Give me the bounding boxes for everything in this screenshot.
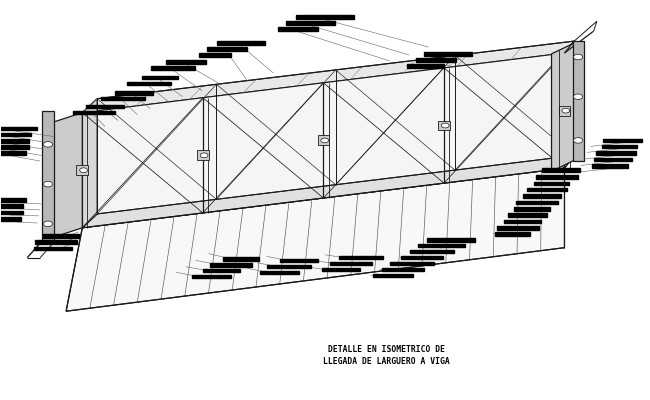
Polygon shape — [83, 41, 574, 113]
Bar — [523, 194, 560, 198]
Bar — [207, 47, 247, 51]
Bar — [516, 200, 558, 204]
Bar — [322, 268, 360, 271]
Bar — [223, 257, 259, 260]
Polygon shape — [552, 43, 574, 171]
Circle shape — [44, 142, 53, 147]
Bar — [73, 111, 115, 114]
Bar — [401, 256, 443, 259]
Bar — [410, 250, 454, 254]
Bar — [603, 139, 642, 142]
Circle shape — [44, 221, 53, 227]
Bar — [0, 127, 37, 130]
Bar — [438, 120, 450, 130]
Bar — [495, 232, 530, 236]
Bar — [199, 53, 231, 57]
Bar — [287, 21, 335, 25]
Polygon shape — [42, 111, 55, 242]
Circle shape — [573, 54, 582, 60]
Bar — [406, 64, 444, 68]
Bar — [508, 213, 547, 217]
Circle shape — [80, 168, 88, 172]
Bar — [260, 270, 299, 274]
Bar — [416, 58, 456, 62]
Bar — [34, 247, 72, 250]
Polygon shape — [564, 41, 574, 168]
Bar — [596, 151, 636, 155]
Circle shape — [200, 153, 208, 158]
Polygon shape — [83, 53, 564, 228]
Bar — [280, 258, 318, 262]
Bar — [101, 97, 145, 100]
Bar — [197, 150, 209, 160]
Bar — [115, 91, 153, 94]
Circle shape — [562, 108, 569, 113]
Bar — [216, 41, 265, 45]
Bar — [382, 268, 424, 271]
Bar — [318, 136, 329, 145]
Polygon shape — [83, 99, 98, 228]
Bar — [0, 151, 26, 155]
Bar — [0, 198, 26, 202]
Bar — [534, 182, 569, 185]
Bar — [418, 244, 465, 248]
Bar — [296, 15, 354, 20]
Bar — [86, 105, 124, 108]
Bar — [543, 168, 580, 172]
Bar — [166, 60, 206, 64]
Bar — [514, 207, 550, 210]
Bar — [267, 264, 311, 268]
Bar — [424, 52, 473, 56]
Bar — [330, 262, 372, 265]
Text: DETALLE EN ISOMETRICO DE
LLEGADA DE LARGUERO A VIGA: DETALLE EN ISOMETRICO DE LLEGADA DE LARG… — [323, 345, 450, 366]
Bar — [373, 274, 413, 277]
Bar — [127, 82, 171, 86]
Bar — [592, 164, 628, 168]
Circle shape — [44, 181, 53, 187]
Bar — [602, 144, 637, 148]
Bar — [427, 238, 476, 242]
Bar — [142, 76, 177, 80]
Bar — [192, 275, 231, 278]
Bar — [0, 133, 31, 136]
Bar — [0, 140, 29, 143]
Circle shape — [573, 138, 582, 143]
Bar — [391, 262, 434, 265]
Bar — [151, 66, 195, 70]
Bar — [594, 158, 632, 161]
Circle shape — [573, 94, 582, 100]
Bar — [497, 226, 539, 230]
Bar — [77, 165, 88, 175]
Polygon shape — [66, 168, 564, 311]
Bar — [504, 220, 541, 223]
Bar — [527, 188, 567, 192]
Bar — [278, 28, 318, 31]
Bar — [536, 175, 578, 179]
Polygon shape — [573, 41, 584, 161]
Polygon shape — [44, 113, 83, 240]
Bar — [0, 211, 23, 214]
Bar — [0, 145, 29, 149]
Circle shape — [321, 138, 328, 143]
Bar — [35, 240, 77, 244]
Bar — [339, 256, 383, 259]
Circle shape — [441, 123, 449, 128]
Bar — [0, 204, 23, 208]
Bar — [43, 234, 79, 238]
Polygon shape — [83, 156, 574, 228]
Bar — [558, 106, 570, 116]
Bar — [0, 217, 21, 221]
Bar — [203, 269, 240, 272]
Bar — [210, 263, 252, 266]
